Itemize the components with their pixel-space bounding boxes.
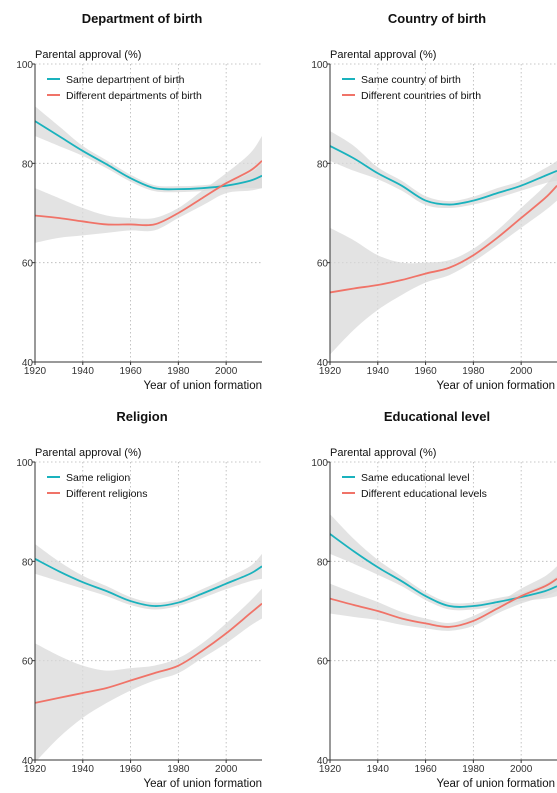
y-tick-label: 100 [16, 60, 33, 71]
x-tick-label: 1920 [319, 764, 342, 775]
x-tick-label: 1920 [24, 366, 47, 377]
x-axis-label: Year of union formation [437, 778, 556, 790]
y-tick-label: 60 [22, 657, 34, 668]
legend: Same religion Different religions [47, 472, 148, 500]
y-axis-label: Parental approval (%) [35, 447, 141, 459]
chart-title: Country of birth [388, 11, 486, 26]
confidence-band-same [330, 131, 557, 209]
y-tick-label: 40 [22, 358, 34, 369]
y-tick-label: 80 [22, 557, 34, 568]
chart-title: Religion [116, 409, 167, 424]
legend: Same educational level Different educatio… [342, 472, 487, 500]
legend: Same department of birth Different depart… [47, 74, 202, 102]
y-tick-label: 100 [16, 458, 33, 469]
x-tick-label: 1980 [462, 366, 485, 377]
x-tick-label: 2000 [510, 366, 533, 377]
x-tick-label: 2000 [215, 764, 238, 775]
chart-panel-education: Educational level Parental approval (%) 40… [311, 409, 557, 790]
legend-label: Same educational level [361, 472, 470, 484]
series-line-different [35, 602, 262, 704]
y-tick-label: 80 [22, 159, 34, 170]
series-line-same [330, 145, 557, 206]
chart-panel-department: Department of birth Parental approval (%)… [16, 11, 262, 392]
confidence-band-different [330, 566, 557, 631]
x-axis-label: Year of union formation [437, 380, 556, 392]
series-line-same [330, 533, 557, 608]
chart-title: Educational level [384, 409, 490, 424]
y-tick-label: 80 [317, 557, 329, 568]
plot-area [330, 514, 557, 631]
legend-label: Different countries of birth [361, 90, 481, 102]
legend-label: Different educational levels [361, 488, 487, 500]
plot-area [330, 131, 557, 355]
x-axis-label: Year of union formation [144, 778, 263, 790]
y-axis-label: Parental approval (%) [330, 49, 436, 61]
legend: Same country of birth Different countries… [342, 74, 481, 102]
legend-label: Different departments of birth [66, 90, 202, 102]
x-tick-label: 1960 [414, 764, 437, 775]
y-tick-label: 60 [317, 259, 329, 270]
x-tick-label: 1960 [119, 366, 142, 377]
x-tick-label: 2000 [215, 366, 238, 377]
plot-area [35, 106, 262, 243]
y-tick-label: 60 [317, 657, 329, 668]
legend-label: Same department of birth [66, 74, 185, 86]
series-line-same [35, 120, 262, 191]
series-line-different [35, 160, 262, 227]
series-line-different [330, 577, 557, 628]
y-tick-label: 80 [317, 159, 329, 170]
series-line-different [330, 185, 557, 294]
chart-title: Department of birth [82, 11, 203, 26]
x-tick-label: 1980 [462, 764, 485, 775]
chart-panel-religion: Religion Parental approval (%) 40 60 80 100 19… [16, 409, 262, 790]
plot-area [35, 543, 262, 760]
x-tick-label: 2000 [510, 764, 533, 775]
y-tick-label: 100 [311, 458, 328, 469]
x-tick-label: 1980 [167, 764, 190, 775]
y-tick-label: 40 [317, 358, 329, 369]
confidence-band-same [330, 514, 557, 611]
x-axis-label: Year of union formation [144, 380, 263, 392]
confidence-band-different [330, 170, 557, 355]
legend-label: Same religion [66, 472, 130, 484]
x-tick-label: 1960 [414, 366, 437, 377]
x-tick-label: 1940 [72, 366, 95, 377]
legend-label: Different religions [66, 488, 148, 500]
y-axis-label: Parental approval (%) [330, 447, 436, 459]
y-tick-label: 60 [22, 259, 34, 270]
x-tick-label: 1940 [367, 764, 390, 775]
x-tick-label: 1920 [24, 764, 47, 775]
x-tick-label: 1940 [72, 764, 95, 775]
x-tick-label: 1940 [367, 366, 390, 377]
chart-panel-country: Country of birth Parental approval (%) 40 6… [311, 11, 557, 392]
series-line-same [35, 558, 262, 607]
y-tick-label: 40 [22, 756, 34, 767]
y-tick-label: 40 [317, 756, 329, 767]
y-tick-label: 100 [311, 60, 328, 71]
legend-label: Same country of birth [361, 74, 461, 86]
x-tick-label: 1920 [319, 366, 342, 377]
y-axis-label: Parental approval (%) [35, 49, 141, 61]
x-tick-label: 1980 [167, 366, 190, 377]
confidence-band-different [35, 136, 262, 243]
x-tick-label: 1960 [119, 764, 142, 775]
